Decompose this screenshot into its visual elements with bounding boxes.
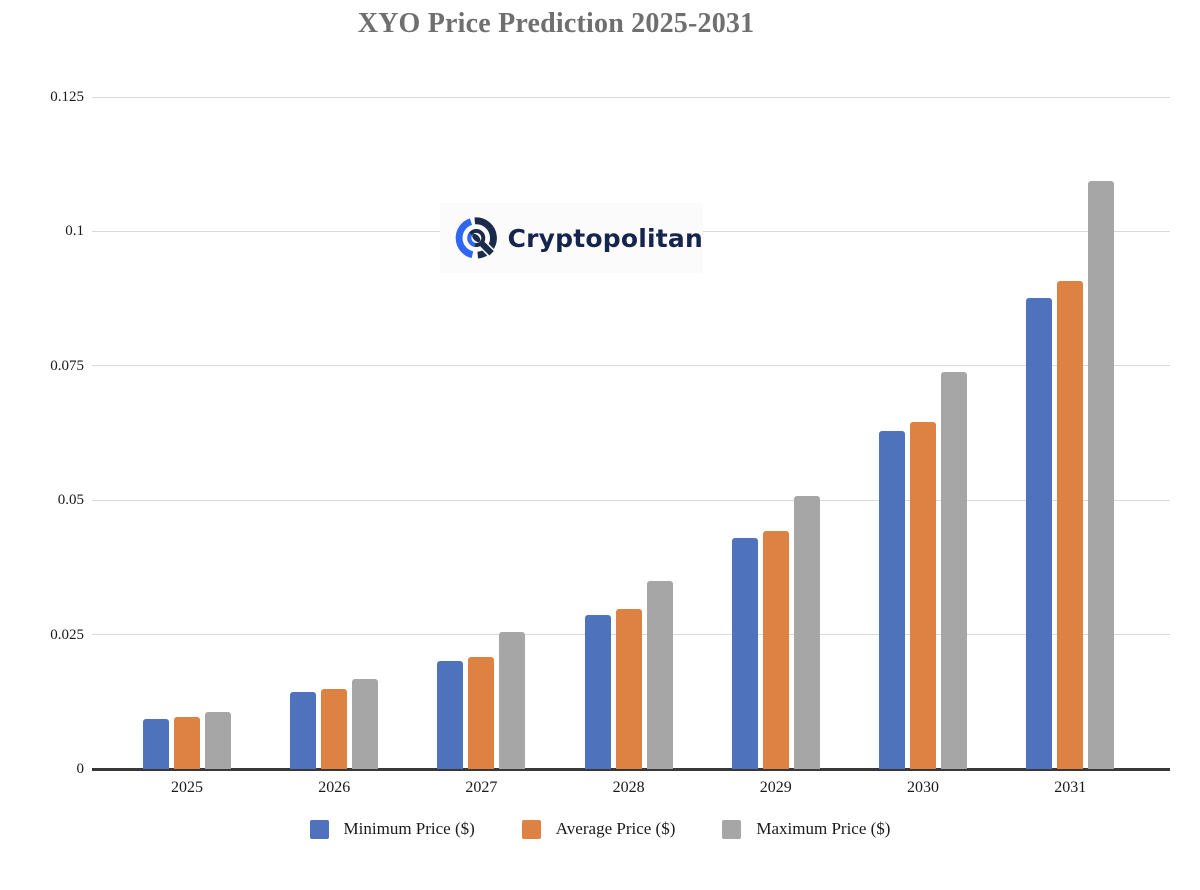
x-axis-line [92,768,1170,771]
cryptopolitan-logo-text: Cryptopolitan [507,223,703,253]
legend-item-maximum: Maximum Price ($) [722,819,890,839]
bar-average-2025 [174,716,200,769]
gridline-0.075 [92,365,1170,367]
bar-average-2027 [468,657,495,769]
bar-minimum-2029 [731,538,758,769]
x-axis-label-2026: 2026 [318,779,351,796]
legend-label-maximum: Maximum Price ($) [756,819,891,838]
legend-item-average: Average Price ($) [521,819,676,839]
gridline-0.125 [92,96,1170,98]
x-axis-label-2027: 2027 [465,779,498,796]
y-axis-tick-0.05: 0.05 [57,492,84,509]
bar-maximum-2025 [205,712,231,769]
bar-minimum-2026 [290,692,317,769]
bar-average-2028 [615,608,642,769]
y-axis-tick-0.075: 0.075 [50,357,84,374]
legend-swatch-maximum [722,819,742,839]
bar-maximum-2027 [499,631,526,769]
x-axis-label-2028: 2028 [612,779,645,796]
cryptopolitan-logo-icon [455,217,499,260]
bar-average-2029 [762,530,789,769]
bar-maximum-2031 [1088,180,1115,769]
gridline-0.05 [92,499,1170,501]
y-axis-tick-0.025: 0.025 [50,626,84,643]
bar-average-2030 [910,421,936,769]
bar-average-2031 [1057,280,1084,769]
bar-minimum-2030 [879,430,905,769]
legend-item-minimum: Minimum Price ($) [309,819,475,839]
y-axis-tick-0: 0 [76,761,85,777]
chart-title: XYO Price Prediction 2025-2031 [357,8,755,39]
bar-maximum-2026 [352,679,379,769]
x-axis-label-2030: 2030 [907,779,939,796]
x-axis-label-2025: 2025 [171,779,203,796]
bar-maximum-2028 [646,580,673,769]
bar-average-2026 [321,689,348,769]
x-axis-label-2029: 2029 [759,779,792,796]
bar-minimum-2031 [1026,297,1053,769]
bar-maximum-2030 [941,372,967,769]
bar-maximum-2029 [793,495,820,769]
bar-minimum-2027 [437,660,464,769]
legend-swatch-minimum [309,819,329,839]
legend-label-minimum: Minimum Price ($) [343,819,475,838]
cryptopolitan-watermark: Cryptopolitan [440,203,703,273]
y-axis-tick-0.1: 0.1 [65,223,84,240]
legend: Minimum Price ($) Average Price ($) Maximu… [0,819,1200,839]
bar-minimum-2025 [143,719,169,769]
legend-swatch-average [521,819,541,839]
bar-minimum-2028 [584,614,611,769]
x-axis-label-2031: 2031 [1054,779,1087,796]
y-axis-tick-0.125: 0.125 [50,89,84,105]
legend-label-average: Average Price ($) [555,819,676,838]
